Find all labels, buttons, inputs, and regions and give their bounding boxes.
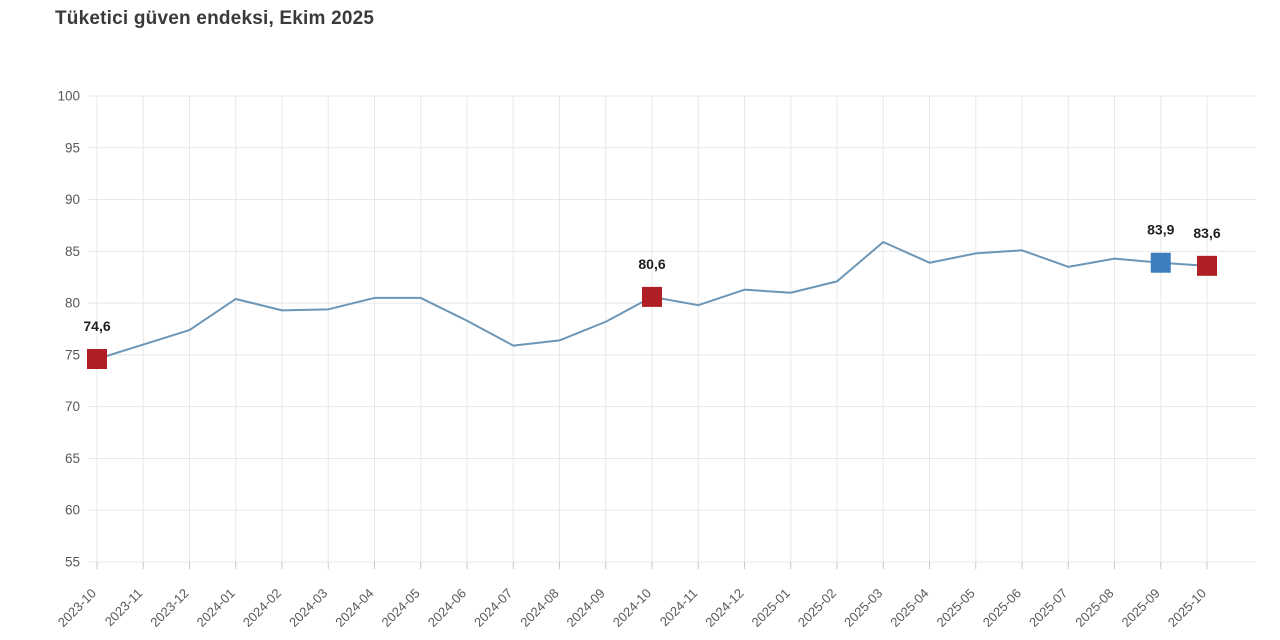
y-tick-label: 75 (65, 347, 80, 362)
y-tick-label: 70 (65, 399, 80, 414)
y-tick-label: 55 (65, 555, 80, 570)
y-tick-label: 60 (65, 503, 80, 518)
x-tick-label: 2024-05 (379, 586, 423, 630)
x-tick-label: 2024-07 (471, 586, 515, 630)
x-tick-label: 2024-10 (610, 586, 654, 630)
data-marker (1150, 252, 1171, 273)
x-tick-label: 2024-03 (286, 586, 330, 630)
x-tick-label: 2025-04 (887, 586, 931, 630)
x-tick-label: 2025-08 (1072, 586, 1116, 630)
x-tick-label: 2023-12 (147, 586, 191, 630)
x-tick-label: 2025-01 (749, 586, 793, 630)
x-tick-label: 2025-05 (934, 586, 978, 630)
data-marker (642, 286, 662, 307)
x-tick-label: 2023-11 (102, 586, 146, 630)
data-marker (87, 349, 107, 370)
x-tick-label: 2025-06 (980, 586, 1024, 630)
point-value-label: 83,9 (1147, 222, 1174, 238)
point-value-label: 74,6 (83, 318, 110, 334)
x-tick-label: 2024-11 (657, 586, 701, 630)
y-tick-label: 95 (65, 140, 80, 155)
x-tick-label: 2024-06 (425, 586, 469, 630)
x-tick-label: 2024-01 (194, 586, 238, 630)
x-tick-label: 2025-03 (841, 586, 885, 630)
point-value-label: 83,6 (1193, 225, 1220, 241)
x-tick-label: 2024-04 (332, 586, 376, 630)
y-tick-label: 65 (65, 451, 80, 466)
data-marker (1197, 255, 1217, 276)
x-tick-label: 2025-10 (1165, 586, 1209, 630)
x-tick-label: 2024-09 (564, 586, 608, 630)
x-tick-label: 2025-09 (1119, 586, 1163, 630)
x-tick-label: 2023-10 (55, 586, 99, 630)
x-tick-label: 2024-12 (702, 586, 746, 630)
x-tick-label: 2025-07 (1026, 586, 1070, 630)
x-tick-label: 2025-02 (795, 586, 839, 630)
x-tick-label: 2024-08 (517, 586, 561, 630)
chart-title: Tüketici güven endeksi, Ekim 2025 (55, 8, 375, 29)
y-tick-label: 90 (65, 192, 80, 207)
y-tick-label: 85 (65, 244, 80, 259)
y-tick-label: 100 (57, 89, 80, 104)
y-tick-label: 80 (65, 296, 80, 311)
x-tick-label: 2024-02 (240, 586, 284, 630)
point-value-label: 80,6 (638, 256, 665, 272)
